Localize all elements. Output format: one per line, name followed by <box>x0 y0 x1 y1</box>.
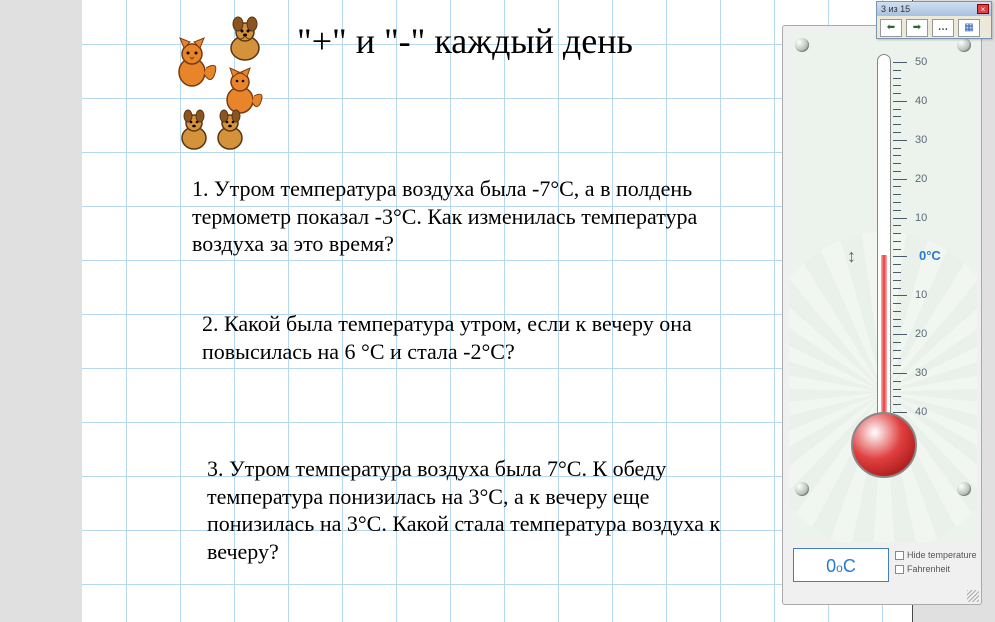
thermometer-mercury <box>881 255 887 423</box>
thermometer-ticks <box>893 62 913 422</box>
screw-icon <box>795 38 809 52</box>
next-button[interactable]: ➡ <box>906 19 928 37</box>
scale-zero-label: 0°C <box>919 248 941 263</box>
resize-grip-icon[interactable] <box>967 590 979 602</box>
scale-label: 50 <box>915 56 927 68</box>
prev-button[interactable]: ⬅ <box>880 19 902 37</box>
thermometer-tube <box>877 54 891 424</box>
question-1: 1. Утром температура воздуха была -7°С, … <box>192 175 712 258</box>
thermometer-widget: ↕ 0°C 40 30 20 10 10 20 30 40 50 0oC Hide temper… <box>782 25 982 605</box>
readout-value: 0oC <box>826 556 856 576</box>
checkbox-icon[interactable] <box>895 565 904 574</box>
scale-label: 20 <box>915 328 927 340</box>
scale-label: 40 <box>915 406 927 418</box>
grid-view-button[interactable]: ▦ <box>958 19 980 37</box>
thermometer-bulb <box>851 412 917 478</box>
question-2: 2. Какой была температура утром, если к … <box>202 310 722 365</box>
nav-titlebar: 3 из 15 × <box>877 2 991 16</box>
screw-icon <box>957 38 971 52</box>
close-button[interactable]: × <box>977 4 989 14</box>
navigation-toolbar: 3 из 15 × ⬅ ➡ … ▦ <box>876 1 992 39</box>
nav-title-text: 3 из 15 <box>881 4 910 14</box>
hide-temperature-label: Hide temperature <box>907 550 977 560</box>
screw-icon <box>795 482 809 496</box>
screw-icon <box>957 482 971 496</box>
scale-label: 30 <box>915 367 927 379</box>
page-title: "+" и "-" каждый день <box>297 20 633 62</box>
animals-clipart <box>172 10 282 160</box>
margin-left <box>0 0 82 622</box>
scale-label: 10 <box>915 289 927 301</box>
temperature-readout: 0oC <box>793 548 889 582</box>
thermometer-panel: ↕ 0°C 40 30 20 10 10 20 30 40 50 <box>789 32 977 542</box>
worksheet-page: "+" и "-" каждый день 1. Утром температу… <box>82 0 912 622</box>
scale-label: 20 <box>915 173 927 185</box>
fahrenheit-label: Fahrenheit <box>907 564 950 574</box>
scale-label: 10 <box>915 212 927 224</box>
question-3: 3. Утром температура воздуха была 7°С. К… <box>207 455 727 565</box>
more-button[interactable]: … <box>932 19 954 37</box>
temperature-drag-handle[interactable]: ↕ <box>847 246 865 266</box>
checkbox-icon[interactable] <box>895 551 904 560</box>
hide-temperature-option[interactable]: Hide temperature <box>895 550 977 560</box>
scale-label: 40 <box>915 95 927 107</box>
scale-label: 30 <box>915 134 927 146</box>
fahrenheit-option[interactable]: Fahrenheit <box>895 564 950 574</box>
